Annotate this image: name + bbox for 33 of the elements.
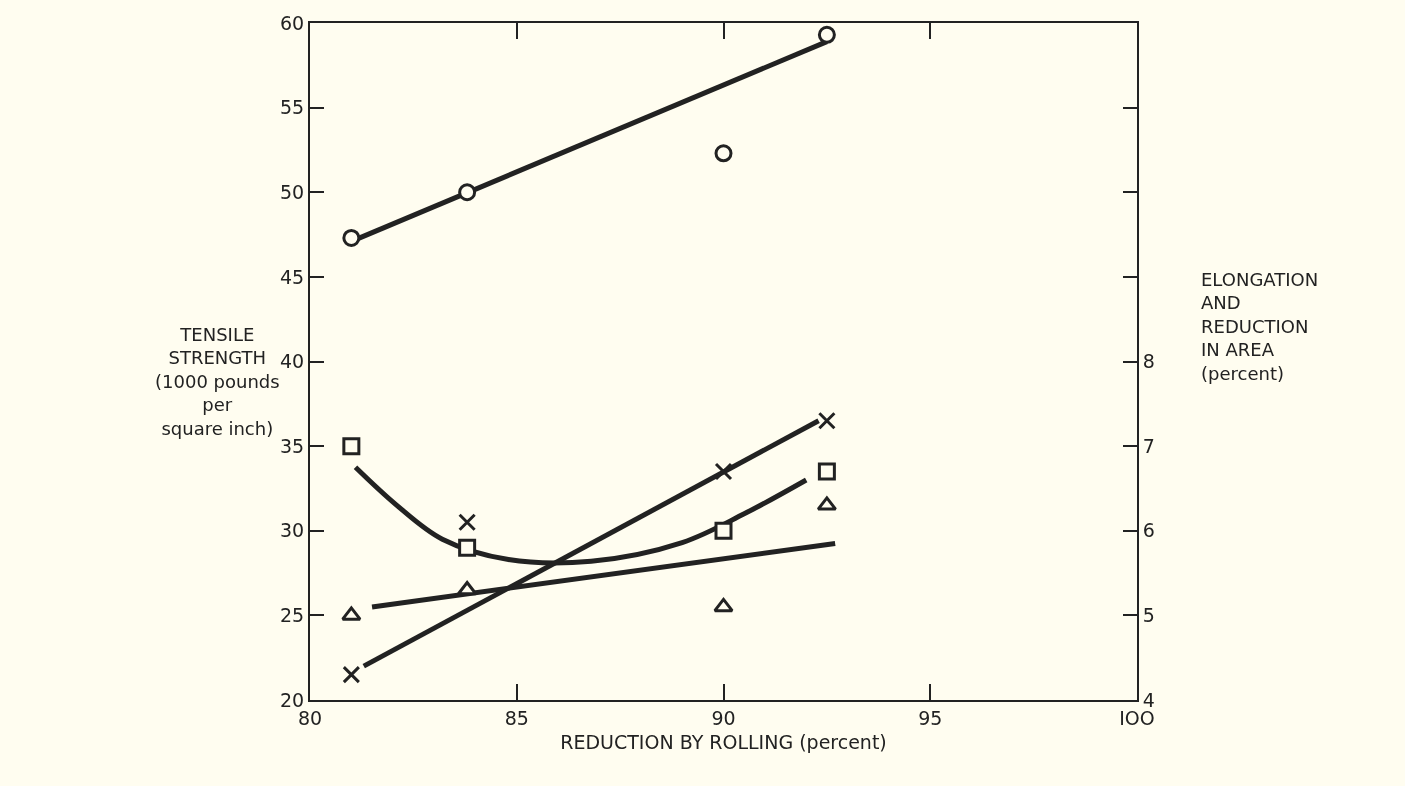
- point: [458, 183, 477, 202]
- y-tick-label: 35: [280, 434, 305, 457]
- y-tick-label: 55: [280, 96, 305, 119]
- y-tick-label: 40: [280, 350, 305, 373]
- x-axis-title: REDUCTION BY ROLLING (percent): [560, 731, 887, 754]
- point: [714, 462, 733, 481]
- y-tick-label: 60: [280, 11, 305, 34]
- x-tick-label: 90: [711, 706, 736, 729]
- point: [458, 513, 477, 532]
- point: [817, 411, 836, 430]
- y2-tick-label: 8: [1142, 350, 1155, 373]
- y2-tick-label: 6: [1142, 519, 1155, 542]
- y-tick-label: 45: [280, 265, 305, 288]
- x-tick-label: 95: [918, 706, 943, 729]
- y2-axis-title: ELONGATION AND REDUCTION IN AREA (percent): [1201, 269, 1319, 384]
- point: [342, 665, 361, 684]
- point: [342, 228, 361, 247]
- y-axis-title: TENSILE STRENGTH (1000 pounds per square inch): [155, 324, 280, 439]
- point: [341, 606, 362, 621]
- point: [342, 437, 361, 456]
- x-tick-label: 85: [504, 706, 529, 729]
- y2-tick-label: 5: [1142, 604, 1155, 627]
- point: [456, 580, 478, 596]
- point: [713, 597, 734, 613]
- point: [714, 521, 733, 540]
- y2-tick-label: 7: [1142, 434, 1155, 457]
- point: [817, 462, 836, 481]
- y-tick-label: 25: [280, 604, 305, 627]
- point: [714, 144, 733, 163]
- point: [458, 538, 477, 557]
- point: [817, 25, 836, 44]
- y-tick-label: 50: [280, 180, 305, 203]
- y-tick-label: 30: [280, 519, 305, 542]
